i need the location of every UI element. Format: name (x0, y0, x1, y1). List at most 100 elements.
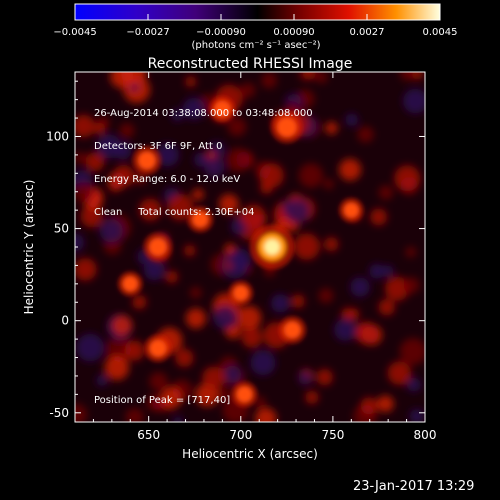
heatmap-blob (175, 348, 194, 368)
heatmap-blob (255, 407, 277, 422)
peak-core (264, 239, 280, 255)
colorbar-tick-label: −0.0045 (53, 27, 96, 38)
heatmap-blob (384, 276, 410, 301)
heatmap-blob (119, 123, 135, 139)
heatmap-blob (202, 366, 226, 390)
heatmap-blob (182, 97, 206, 120)
heatmap-blob (360, 397, 378, 415)
heatmap-blob (405, 246, 417, 258)
colorbar-unit-label: (photons cm⁻² s⁻¹ asec⁻²) (191, 40, 320, 51)
heatmap-blob (240, 82, 256, 98)
heatmap-blob (403, 277, 420, 294)
heatmap-blob (323, 178, 334, 190)
heatmap-blob (223, 365, 242, 384)
source-core (149, 339, 167, 357)
heatmap-blob (411, 72, 424, 80)
heatmap-blob (184, 244, 196, 257)
chart-title: Reconstructed RHESSI Image (148, 56, 353, 72)
heatmap-blob (406, 377, 421, 392)
source-core (214, 100, 231, 117)
heatmap-blob (302, 72, 317, 80)
heatmap-blob (228, 248, 252, 271)
heatmap-blob (291, 294, 305, 308)
x-axis-label: Heliocentric X (arcsec) (182, 447, 318, 461)
heatmap-blob (357, 126, 374, 143)
heatmap-blob (75, 182, 94, 203)
heatmap-blob (80, 205, 103, 228)
energy-range: Energy Range: 6.0 - 12.0 keV (94, 174, 241, 185)
x-tick-label: 700 (229, 428, 252, 442)
heatmap-blob (298, 370, 313, 385)
heatmap-blob (324, 237, 339, 252)
peak-position: Position of Peak = [717,40] (94, 395, 231, 406)
heatmap-blob (185, 76, 197, 88)
heatmap-blob (134, 173, 146, 184)
heatmap-blob (96, 134, 122, 159)
heatmap-blob (160, 386, 183, 409)
heatmap-blob (356, 322, 379, 345)
heatmap-blob (110, 72, 134, 89)
x-tick-label: 800 (414, 428, 437, 442)
source-core (276, 117, 297, 138)
heatmap-blob (149, 372, 168, 391)
heatmap-blob (185, 308, 206, 329)
source-core (343, 202, 360, 218)
heatmap-blob (399, 338, 425, 365)
heatmap-blob (75, 114, 95, 138)
heatmap-blob (213, 305, 237, 330)
y-tick-label: 50 (54, 222, 69, 236)
y-axis-label: Heliocentric Y (arcsec) (22, 180, 36, 315)
heatmap-blob (165, 270, 178, 284)
heatmap-blob (105, 336, 132, 363)
heatmap-blob (146, 394, 163, 411)
heatmap-blob (172, 416, 184, 422)
heatmap-blob (192, 188, 204, 201)
heatmap-blob (382, 265, 394, 277)
source-core (283, 321, 301, 339)
colorbar-ticks (74, 14, 441, 20)
heatmap-blob (286, 101, 298, 113)
heatmap-blob (284, 198, 310, 224)
heatmap-blob (167, 194, 194, 221)
heatmap-blob (298, 163, 324, 188)
colorbar-tick-label: −0.00090 (196, 27, 246, 38)
timestamp: 23-Jan-2017 13:29 (353, 479, 475, 494)
heatmap-blob (85, 152, 105, 172)
heatmap-blob (237, 305, 262, 331)
heatmap-blob (241, 204, 266, 229)
heatmap-blob (155, 143, 180, 167)
y-tick-label: 100 (46, 129, 69, 143)
source-core (137, 151, 156, 170)
detectors: Detectors: 3F 6F 9F, Att 0 (94, 141, 223, 152)
colorbar-tick-label: −0.0027 (126, 27, 169, 38)
heatmap-blob (96, 374, 108, 387)
colorbar-tick-label: 0.0027 (350, 27, 385, 38)
colorbar-tick-label: 0.0045 (423, 27, 458, 38)
heatmap-blob (387, 361, 412, 385)
x-tick-label: 650 (137, 428, 160, 442)
heatmap-blob (203, 156, 225, 178)
heatmap-blob (111, 315, 133, 336)
heatmap-blob (378, 185, 394, 200)
heatmap-blob (333, 318, 357, 341)
heatmap-blob (104, 355, 130, 381)
heatmap-blob (270, 293, 290, 313)
heatmap-blob (345, 113, 359, 127)
plot-area (74, 71, 426, 423)
colorbar-tick-label: 0.00090 (273, 27, 314, 38)
heatmap-blob (132, 295, 147, 310)
heatmap-blob (399, 72, 416, 81)
heatmap-blob (139, 198, 162, 221)
heatmap-blob (225, 147, 250, 172)
heatmap-blob (241, 327, 263, 348)
heatmap-blob (143, 259, 165, 281)
heatmap-blob (369, 263, 385, 279)
heatmap-blob (93, 122, 106, 135)
heatmap-blob (189, 286, 202, 299)
heatmap-blob (325, 121, 338, 135)
x-tick-label: 750 (321, 428, 344, 442)
source-core (192, 211, 209, 228)
heatmap-blob (409, 408, 425, 422)
y-tick-label: -50 (49, 406, 69, 420)
